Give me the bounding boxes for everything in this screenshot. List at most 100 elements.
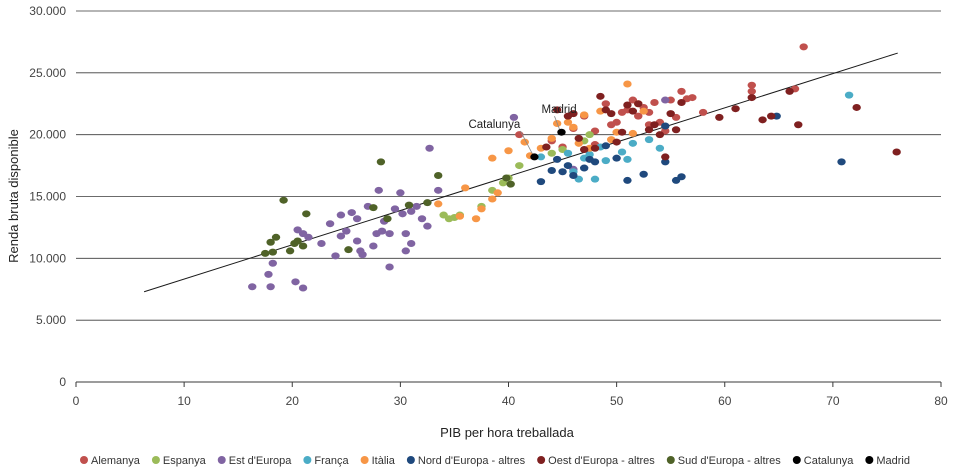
data-point	[358, 251, 367, 259]
data-point	[401, 247, 410, 255]
data-point	[747, 94, 756, 102]
data-point	[344, 246, 353, 254]
data-point	[747, 81, 756, 89]
data-point	[799, 43, 808, 51]
data-point	[644, 126, 654, 134]
data-point	[291, 278, 300, 286]
y-tick-label: 0	[59, 375, 66, 389]
data-point	[661, 122, 670, 130]
data-point	[574, 139, 583, 147]
legend-marker	[537, 456, 546, 464]
data-point	[352, 215, 362, 223]
x-tick-label: 40	[502, 394, 516, 408]
legend-label: Alemanya	[91, 455, 141, 467]
annotation-label: Catalunya	[468, 119, 520, 131]
data-point	[892, 148, 901, 156]
annotations: Catalunya Madrid	[468, 104, 577, 155]
data-point	[579, 164, 589, 172]
data-point	[650, 121, 659, 129]
trendline-path	[143, 52, 898, 293]
x-tick-label: 10	[177, 394, 191, 408]
data-point	[612, 138, 621, 146]
data-point	[488, 195, 497, 203]
data-point	[455, 212, 465, 220]
data-point	[434, 200, 443, 208]
data-point	[493, 189, 502, 197]
legend: Alemanya Espanya Est d'Europa França Itàlia N…	[80, 455, 910, 467]
data-point	[377, 227, 387, 235]
data-point	[655, 144, 665, 152]
data-point	[302, 210, 311, 218]
data-point	[385, 263, 394, 271]
data-point	[268, 259, 277, 267]
y-tick-label: 30.000	[29, 4, 66, 18]
data-point	[671, 126, 681, 134]
data-point	[434, 186, 443, 194]
data-point	[563, 162, 573, 170]
data-point	[477, 205, 486, 213]
data-point	[547, 134, 556, 142]
data-point	[542, 143, 551, 151]
legend-label: Madrid	[876, 455, 910, 467]
data-point	[434, 171, 443, 179]
data-point	[661, 96, 670, 104]
legend-label: Sud d'Europa - altres	[678, 455, 781, 467]
trendline	[143, 52, 898, 293]
legend-label: Catalunya	[804, 455, 854, 467]
data-point	[423, 222, 432, 230]
data-point	[634, 112, 643, 120]
data-point	[552, 106, 562, 114]
legend-label: Est d'Europa	[229, 455, 293, 467]
data-point	[325, 220, 335, 228]
legend-marker	[360, 456, 369, 464]
legend-label: Oest d'Europa - altres	[548, 455, 655, 467]
data-point	[406, 239, 416, 247]
data-point	[590, 144, 600, 152]
data-point	[401, 230, 410, 238]
data-point	[677, 87, 686, 95]
data-point	[569, 171, 578, 179]
data-point	[617, 128, 627, 136]
data-point	[506, 180, 515, 188]
data-point	[612, 154, 621, 162]
data-point	[612, 118, 621, 126]
data-point	[617, 148, 627, 156]
data-point	[406, 207, 416, 215]
data-point	[666, 110, 675, 118]
data-point	[644, 136, 654, 144]
data-point	[502, 174, 511, 182]
legend-marker	[666, 456, 675, 464]
annotation-label: Madrid	[541, 104, 576, 116]
data-point	[317, 239, 326, 247]
data-point	[579, 111, 589, 119]
data-point	[623, 80, 632, 88]
data-point	[655, 131, 665, 139]
legend-marker	[865, 456, 874, 464]
data-point	[461, 184, 470, 192]
data-point	[398, 210, 407, 218]
data-point	[563, 118, 573, 126]
x-tick-label: 20	[286, 394, 300, 408]
data-point	[298, 284, 308, 292]
data-point	[639, 170, 648, 178]
data-point	[731, 105, 740, 113]
data-point	[563, 149, 573, 157]
legend-marker	[406, 456, 415, 464]
y-tick-label: 5.000	[36, 313, 66, 327]
data-point	[767, 112, 776, 120]
data-point	[558, 168, 567, 176]
data-point	[628, 139, 638, 147]
data-point	[552, 155, 562, 163]
data-point	[677, 173, 686, 181]
data-point	[569, 123, 578, 131]
data-point	[794, 121, 803, 129]
data-point	[688, 94, 697, 102]
annotation-leader	[520, 130, 533, 155]
data-point	[376, 158, 386, 166]
legend-marker	[303, 456, 312, 464]
data-point	[623, 101, 632, 109]
legend-label: Nord d'Europa - altres	[418, 455, 526, 467]
data-point	[785, 87, 794, 95]
data-point	[852, 103, 861, 111]
